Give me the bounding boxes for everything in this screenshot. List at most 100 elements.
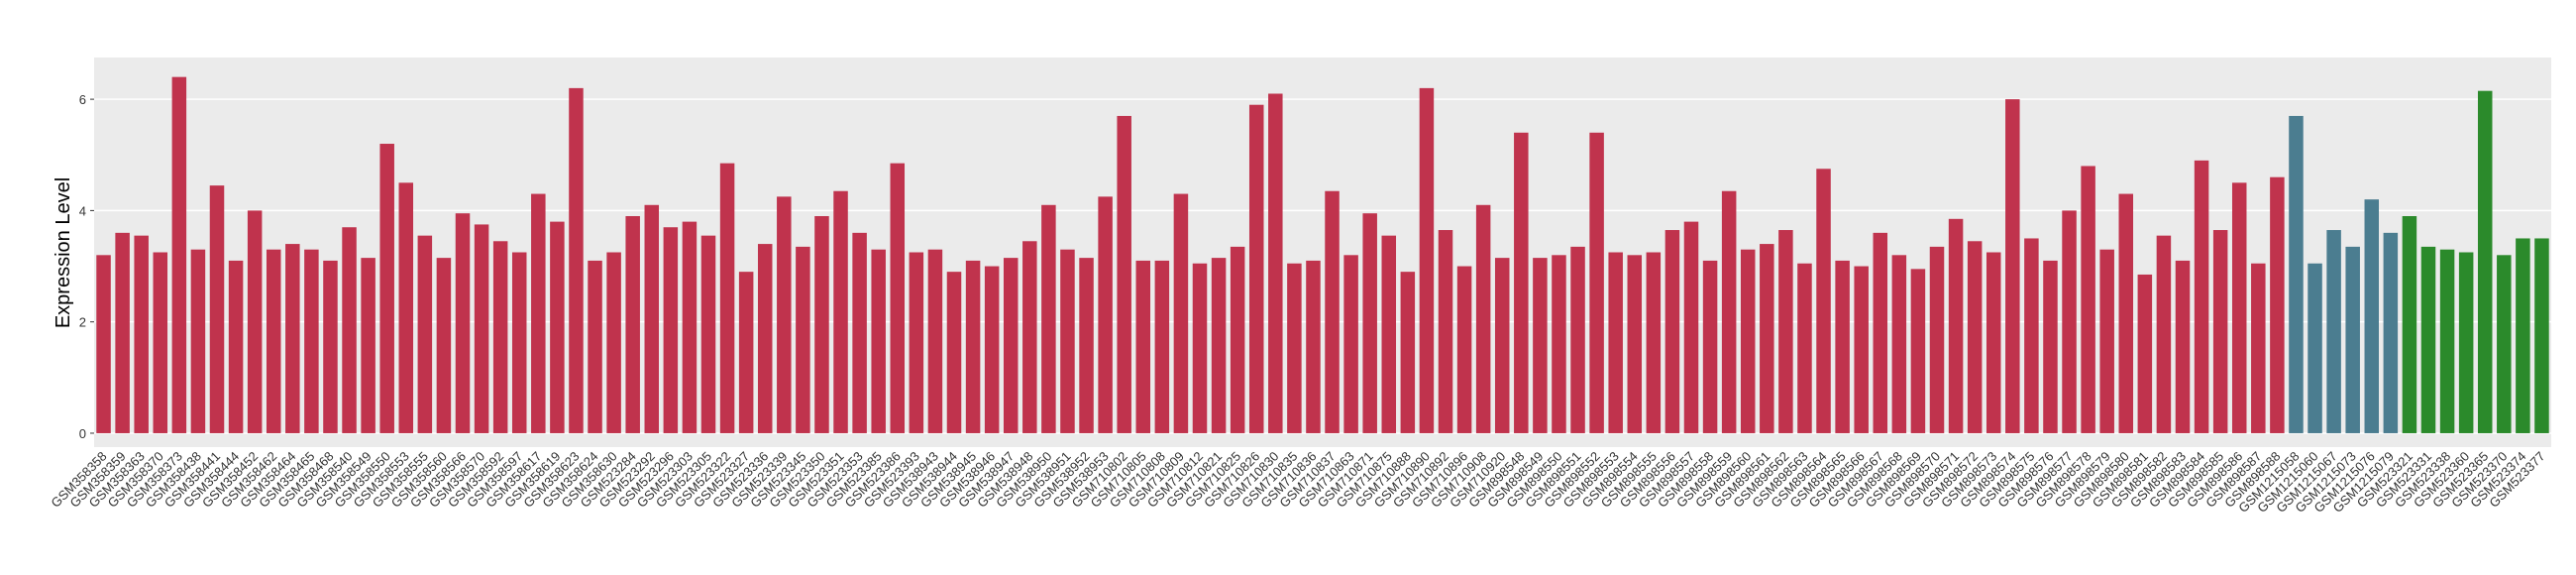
bar	[1041, 204, 1056, 433]
bar	[2326, 230, 2341, 433]
bar	[1060, 249, 1075, 433]
bar	[1362, 213, 1377, 433]
bar	[1891, 255, 1907, 433]
bar	[2175, 260, 2191, 433]
bar	[1514, 132, 1529, 433]
bar	[682, 221, 698, 433]
bar	[777, 196, 792, 433]
bar	[361, 258, 376, 433]
bar	[1419, 87, 1435, 433]
bar	[417, 235, 433, 433]
bar	[247, 210, 263, 433]
bar	[2118, 193, 2134, 433]
bar	[2534, 238, 2549, 433]
bar	[2231, 182, 2247, 433]
bar	[984, 266, 1000, 433]
y-tick-label: 6	[79, 92, 86, 107]
bar	[1646, 252, 1662, 433]
bar	[2308, 263, 2322, 433]
bar	[833, 190, 848, 433]
bar	[738, 272, 754, 433]
bar	[1778, 230, 1793, 433]
bar	[871, 249, 886, 433]
bar	[965, 260, 981, 433]
bar	[814, 216, 829, 433]
bar	[379, 144, 394, 433]
bar	[2005, 99, 2020, 433]
bar	[1760, 244, 1774, 433]
bar	[2345, 246, 2360, 433]
y-axis-label: Expression Level	[53, 177, 74, 328]
bar	[625, 216, 640, 433]
bar	[134, 235, 149, 433]
bar	[1835, 260, 1850, 433]
bar	[852, 232, 867, 433]
bar	[1135, 260, 1151, 433]
bar	[2270, 176, 2285, 433]
y-tick-label: 4	[79, 203, 86, 218]
bar	[228, 260, 244, 433]
bar	[1910, 269, 1926, 433]
bar	[474, 224, 489, 433]
bar	[550, 221, 565, 433]
bar	[1306, 260, 1321, 433]
bar	[1608, 252, 1623, 433]
bar	[1589, 132, 1604, 433]
bar	[342, 227, 357, 433]
bar	[1248, 104, 1264, 433]
bar	[1570, 246, 1585, 433]
bar	[1192, 263, 1208, 433]
bar	[1022, 241, 1037, 433]
bar	[890, 163, 906, 433]
bar	[927, 249, 943, 433]
bar	[1948, 218, 1964, 433]
bar	[398, 182, 414, 433]
bar	[700, 235, 716, 433]
bar	[323, 260, 338, 433]
bar	[1343, 255, 1358, 433]
bar	[2497, 255, 2512, 433]
bar	[2251, 263, 2266, 433]
bar	[606, 252, 621, 433]
bar	[1268, 93, 1283, 433]
bar	[1098, 196, 1113, 433]
bar	[1873, 232, 1888, 433]
bar	[2402, 216, 2417, 433]
bar	[663, 227, 679, 433]
bar	[2212, 230, 2228, 433]
bar	[569, 87, 584, 433]
bar	[2194, 160, 2209, 433]
bar	[1627, 255, 1643, 433]
bar	[796, 246, 810, 433]
bar	[266, 249, 281, 433]
bar	[2516, 238, 2530, 433]
bar	[2289, 115, 2304, 433]
bar	[1287, 263, 1302, 433]
bar	[1683, 221, 1699, 433]
bar	[1117, 115, 1131, 433]
bar	[1702, 260, 1718, 433]
bar	[285, 244, 300, 433]
bar	[1986, 252, 2001, 433]
bar	[1740, 249, 1756, 433]
bar	[2439, 249, 2455, 433]
bar	[909, 252, 924, 433]
bar	[115, 232, 130, 433]
bar	[1475, 204, 1491, 433]
bar	[1552, 255, 1566, 433]
bar	[96, 255, 111, 433]
bar	[1816, 169, 1831, 433]
y-tick-label: 2	[79, 315, 86, 330]
bar	[304, 249, 319, 433]
bar	[1154, 260, 1170, 433]
bar	[1381, 235, 1397, 433]
bar	[1230, 246, 1245, 433]
bar	[2420, 246, 2436, 433]
bar	[2383, 232, 2399, 433]
bar	[153, 252, 168, 433]
bar	[531, 193, 546, 433]
bar	[2477, 90, 2493, 433]
bar	[2099, 249, 2114, 433]
y-tick-label: 0	[79, 426, 86, 441]
